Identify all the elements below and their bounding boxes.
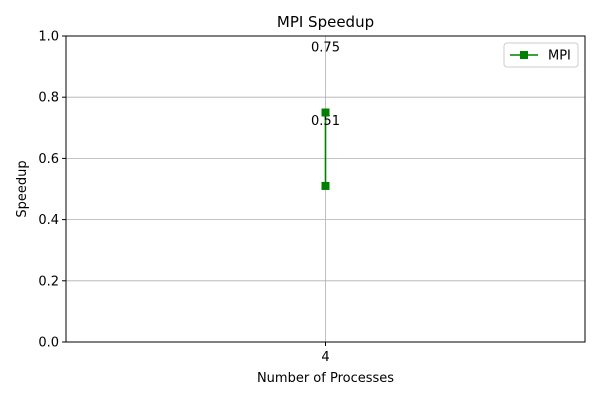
chart-title: MPI Speedup: [277, 13, 374, 31]
series-layer: 0.51 0.75: [311, 41, 340, 190]
y-tick-label: 0.2: [38, 274, 59, 289]
data-label: 0.51: [311, 114, 340, 129]
y-tick-label: 0.4: [38, 213, 59, 228]
y-axis-label: Speedup: [15, 160, 30, 217]
axis-ticks: 0.0 0.2 0.4 0.6 0.8 1.0 4: [38, 30, 329, 366]
data-label: 0.75: [311, 41, 340, 56]
data-point-marker: [321, 181, 330, 190]
legend-box: [503, 42, 579, 68]
y-tick-label: 0.8: [38, 91, 59, 106]
y-tick-label: 0.0: [38, 336, 59, 351]
data-point-marker: [321, 108, 330, 117]
y-tick-label: 1.0: [38, 30, 59, 45]
legend-marker-swatch: [520, 51, 528, 59]
y-tick-label: 0.6: [38, 152, 59, 167]
legend-label: MPI: [548, 49, 571, 64]
x-axis-label: Number of Processes: [257, 371, 394, 386]
x-tick-label: 4: [321, 350, 329, 365]
legend: MPI: [503, 42, 579, 68]
